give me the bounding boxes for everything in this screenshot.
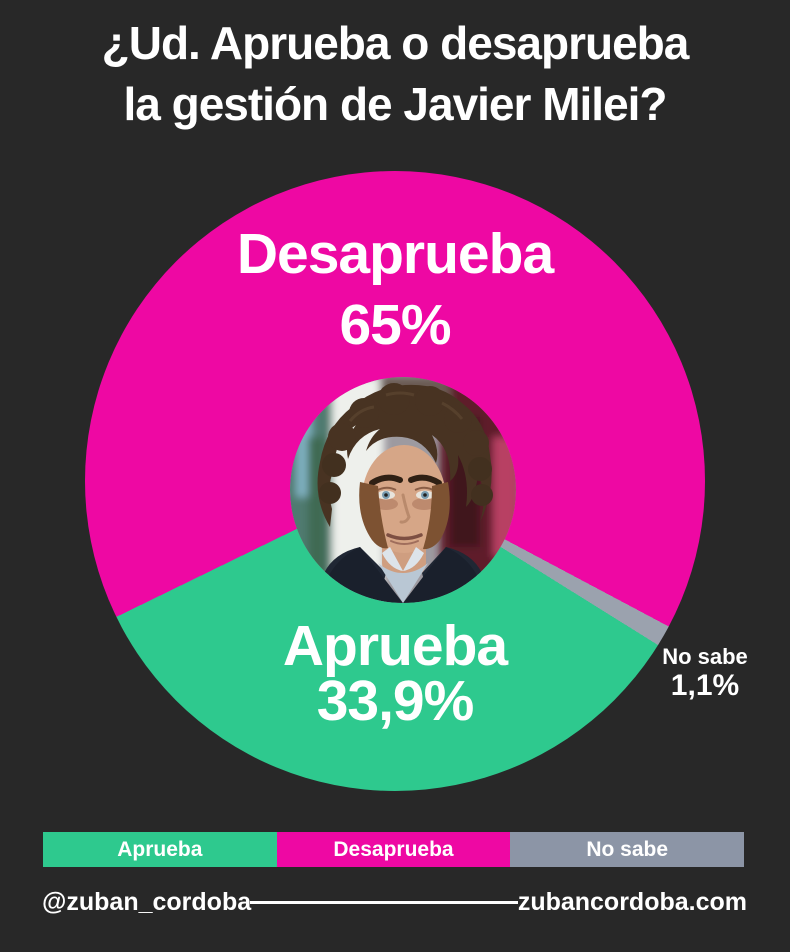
legend-bar: Aprueba Desaprueba No sabe: [43, 832, 745, 867]
slice-label-aprueba: Aprueba: [282, 614, 508, 678]
social-handle: @zuban_cordoba: [42, 888, 252, 916]
page-title: ¿Ud. Aprueba o desaprueba la gestión de …: [0, 13, 790, 135]
slice-label-desaprueba: Desaprueba: [236, 222, 554, 286]
legend-item-desaprueba: Desaprueba: [276, 832, 511, 867]
legend-item-aprueba: Aprueba: [43, 832, 277, 867]
legend-label-no-sabe: No sabe: [586, 837, 669, 861]
website-url: zubancordoba.com: [517, 888, 747, 916]
slice-value-aprueba: 33,9%: [316, 669, 475, 733]
legend-label-desaprueba: Desaprueba: [333, 837, 454, 861]
legend-label-aprueba: Aprueba: [117, 837, 203, 861]
milei-portrait-illustration: [290, 377, 516, 603]
slice-value-desaprueba: 65%: [339, 293, 451, 357]
javier-milei-photo: [290, 377, 516, 603]
footer-divider-line: [250, 901, 518, 904]
legend-item-no-sabe: No sabe: [510, 832, 745, 867]
slice-value-no-sabe: 1,1%: [670, 669, 740, 702]
title-line-1: ¿Ud. Aprueba o desaprueba: [101, 17, 690, 69]
slice-label-no-sabe: No sabe: [662, 644, 748, 669]
slice-callout-no-sabe: No sabe 1,1%: [650, 644, 760, 702]
title-line-2: la gestión de Javier Milei?: [123, 78, 667, 130]
